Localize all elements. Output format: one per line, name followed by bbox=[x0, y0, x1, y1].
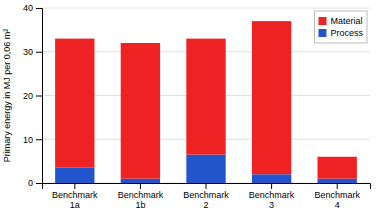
bar-segment bbox=[186, 39, 225, 155]
y-tick: 30 bbox=[23, 47, 42, 57]
bar-segment bbox=[318, 157, 357, 179]
y-tick-mark bbox=[36, 96, 42, 97]
y-tick-mark bbox=[36, 8, 42, 9]
x-tick-mark bbox=[271, 183, 272, 189]
legend-label: Material bbox=[330, 16, 362, 26]
bars bbox=[55, 21, 357, 183]
bar-segment bbox=[55, 39, 94, 168]
x-tick-label: Benchmark2 bbox=[183, 190, 229, 210]
x-tick-label: Benchmark1a bbox=[52, 190, 98, 210]
x-tick: Benchmark1b bbox=[118, 183, 164, 210]
x-axis-line bbox=[43, 184, 371, 190]
y-tick-mark bbox=[36, 139, 42, 140]
legend-swatch bbox=[318, 17, 326, 25]
y-tick-label: 30 bbox=[23, 47, 33, 57]
y-tick: 0 bbox=[28, 178, 42, 188]
legend-label: Process bbox=[330, 28, 363, 38]
y-tick-label: 20 bbox=[23, 91, 33, 101]
y-tick-label: 40 bbox=[23, 3, 33, 13]
x-tick: Benchmark1a bbox=[52, 183, 98, 210]
x-tick: Benchmark2 bbox=[183, 183, 229, 210]
x-tick-mark bbox=[74, 183, 75, 189]
bar-segment bbox=[121, 43, 160, 179]
y-axis-line bbox=[36, 9, 43, 184]
y-axis-title: Primary energy in MJ per 0,06 m² bbox=[2, 29, 12, 163]
x-axis: Benchmark1a Benchmark1b Benchmark2 Benchmar… bbox=[43, 183, 371, 210]
legend-swatch bbox=[318, 29, 326, 37]
chart: 010203040Benchmark1aBenchmark1bBenchmark… bbox=[0, 0, 378, 213]
y-tick-mark bbox=[36, 183, 42, 184]
x-tick-label: Benchmark3 bbox=[249, 190, 295, 210]
x-tick-label: Benchmark1b bbox=[118, 190, 164, 210]
y-tick-mark bbox=[36, 52, 42, 53]
grid-line bbox=[42, 8, 370, 9]
y-tick: 40 bbox=[23, 3, 42, 13]
legend-box bbox=[314, 11, 367, 43]
x-tick-mark bbox=[206, 183, 207, 189]
x-tick-label: Benchmark4 bbox=[314, 190, 360, 210]
y-tick-label: 0 bbox=[28, 178, 33, 188]
x-tick-mark bbox=[140, 183, 141, 189]
plot: 010203040Benchmark1aBenchmark1bBenchmark… bbox=[23, 3, 371, 210]
x-tick: Benchmark3 bbox=[249, 183, 295, 210]
bar-segment bbox=[252, 174, 291, 183]
bar-segment bbox=[55, 168, 94, 183]
bar-segment bbox=[121, 179, 160, 183]
y-tick: 20 bbox=[23, 91, 42, 101]
legend: Material Process bbox=[314, 11, 367, 43]
bar-segment bbox=[318, 179, 357, 183]
bar-segment bbox=[252, 21, 291, 174]
y-tick: 10 bbox=[23, 135, 42, 145]
x-tick: Benchmark4 bbox=[314, 183, 360, 210]
y-axis: 0 10 20 30 40 bbox=[23, 3, 43, 188]
bar-segment bbox=[186, 155, 225, 183]
x-tick-mark bbox=[337, 183, 338, 189]
grid bbox=[42, 8, 370, 183]
y-tick-label: 10 bbox=[23, 135, 33, 145]
